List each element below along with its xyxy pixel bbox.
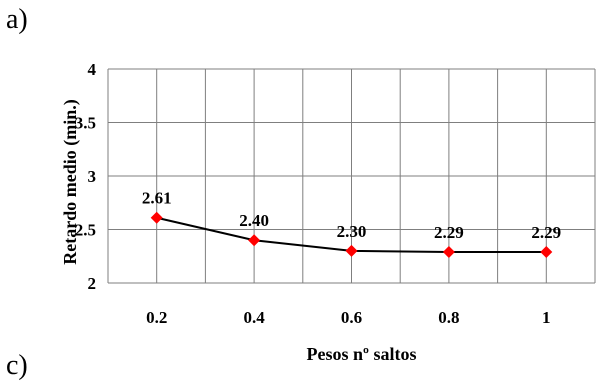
data-label: 2.29	[434, 223, 464, 242]
data-point-marker	[442, 245, 455, 258]
y-tick-label: 3	[88, 167, 97, 186]
data-label: 2.30	[337, 222, 367, 241]
line-chart: 2 2.5 3 3.5 4 0.2 0.4 0.6 0.8 1 2.61 2.40 2.30 2.29…	[60, 60, 596, 364]
y-tick-label: 4	[88, 60, 97, 79]
data-labels: 2.61 2.40 2.30 2.29 2.29	[142, 189, 561, 242]
data-label: 2.40	[239, 211, 269, 230]
x-tick-label: 0.4	[243, 308, 265, 327]
data-point-marker	[150, 211, 163, 224]
x-axis-title: Pesos nº saltos	[307, 344, 417, 364]
data-label: 2.61	[142, 189, 172, 208]
y-tick-label: 2	[88, 274, 97, 293]
y-axis-ticks: 2 2.5 3 3.5 4	[75, 60, 97, 293]
y-tick-label: 3.5	[75, 114, 96, 133]
x-tick-label: 1	[542, 308, 551, 327]
y-tick-label: 2.5	[75, 221, 96, 240]
next-panel-label: c)	[6, 350, 28, 381]
x-tick-label: 0.2	[146, 308, 167, 327]
y-axis-title: Retardo medio (min.)	[60, 99, 81, 264]
series-line	[150, 211, 553, 258]
data-point-marker	[248, 234, 261, 247]
data-point-marker	[540, 245, 553, 258]
x-tick-label: 0.8	[438, 308, 459, 327]
x-axis-ticks: 0.2 0.4 0.6 0.8 1	[146, 308, 550, 327]
data-point-marker	[345, 244, 358, 257]
panel-label: a)	[6, 4, 28, 35]
x-tick-label: 0.6	[341, 308, 362, 327]
data-label: 2.29	[531, 223, 561, 242]
